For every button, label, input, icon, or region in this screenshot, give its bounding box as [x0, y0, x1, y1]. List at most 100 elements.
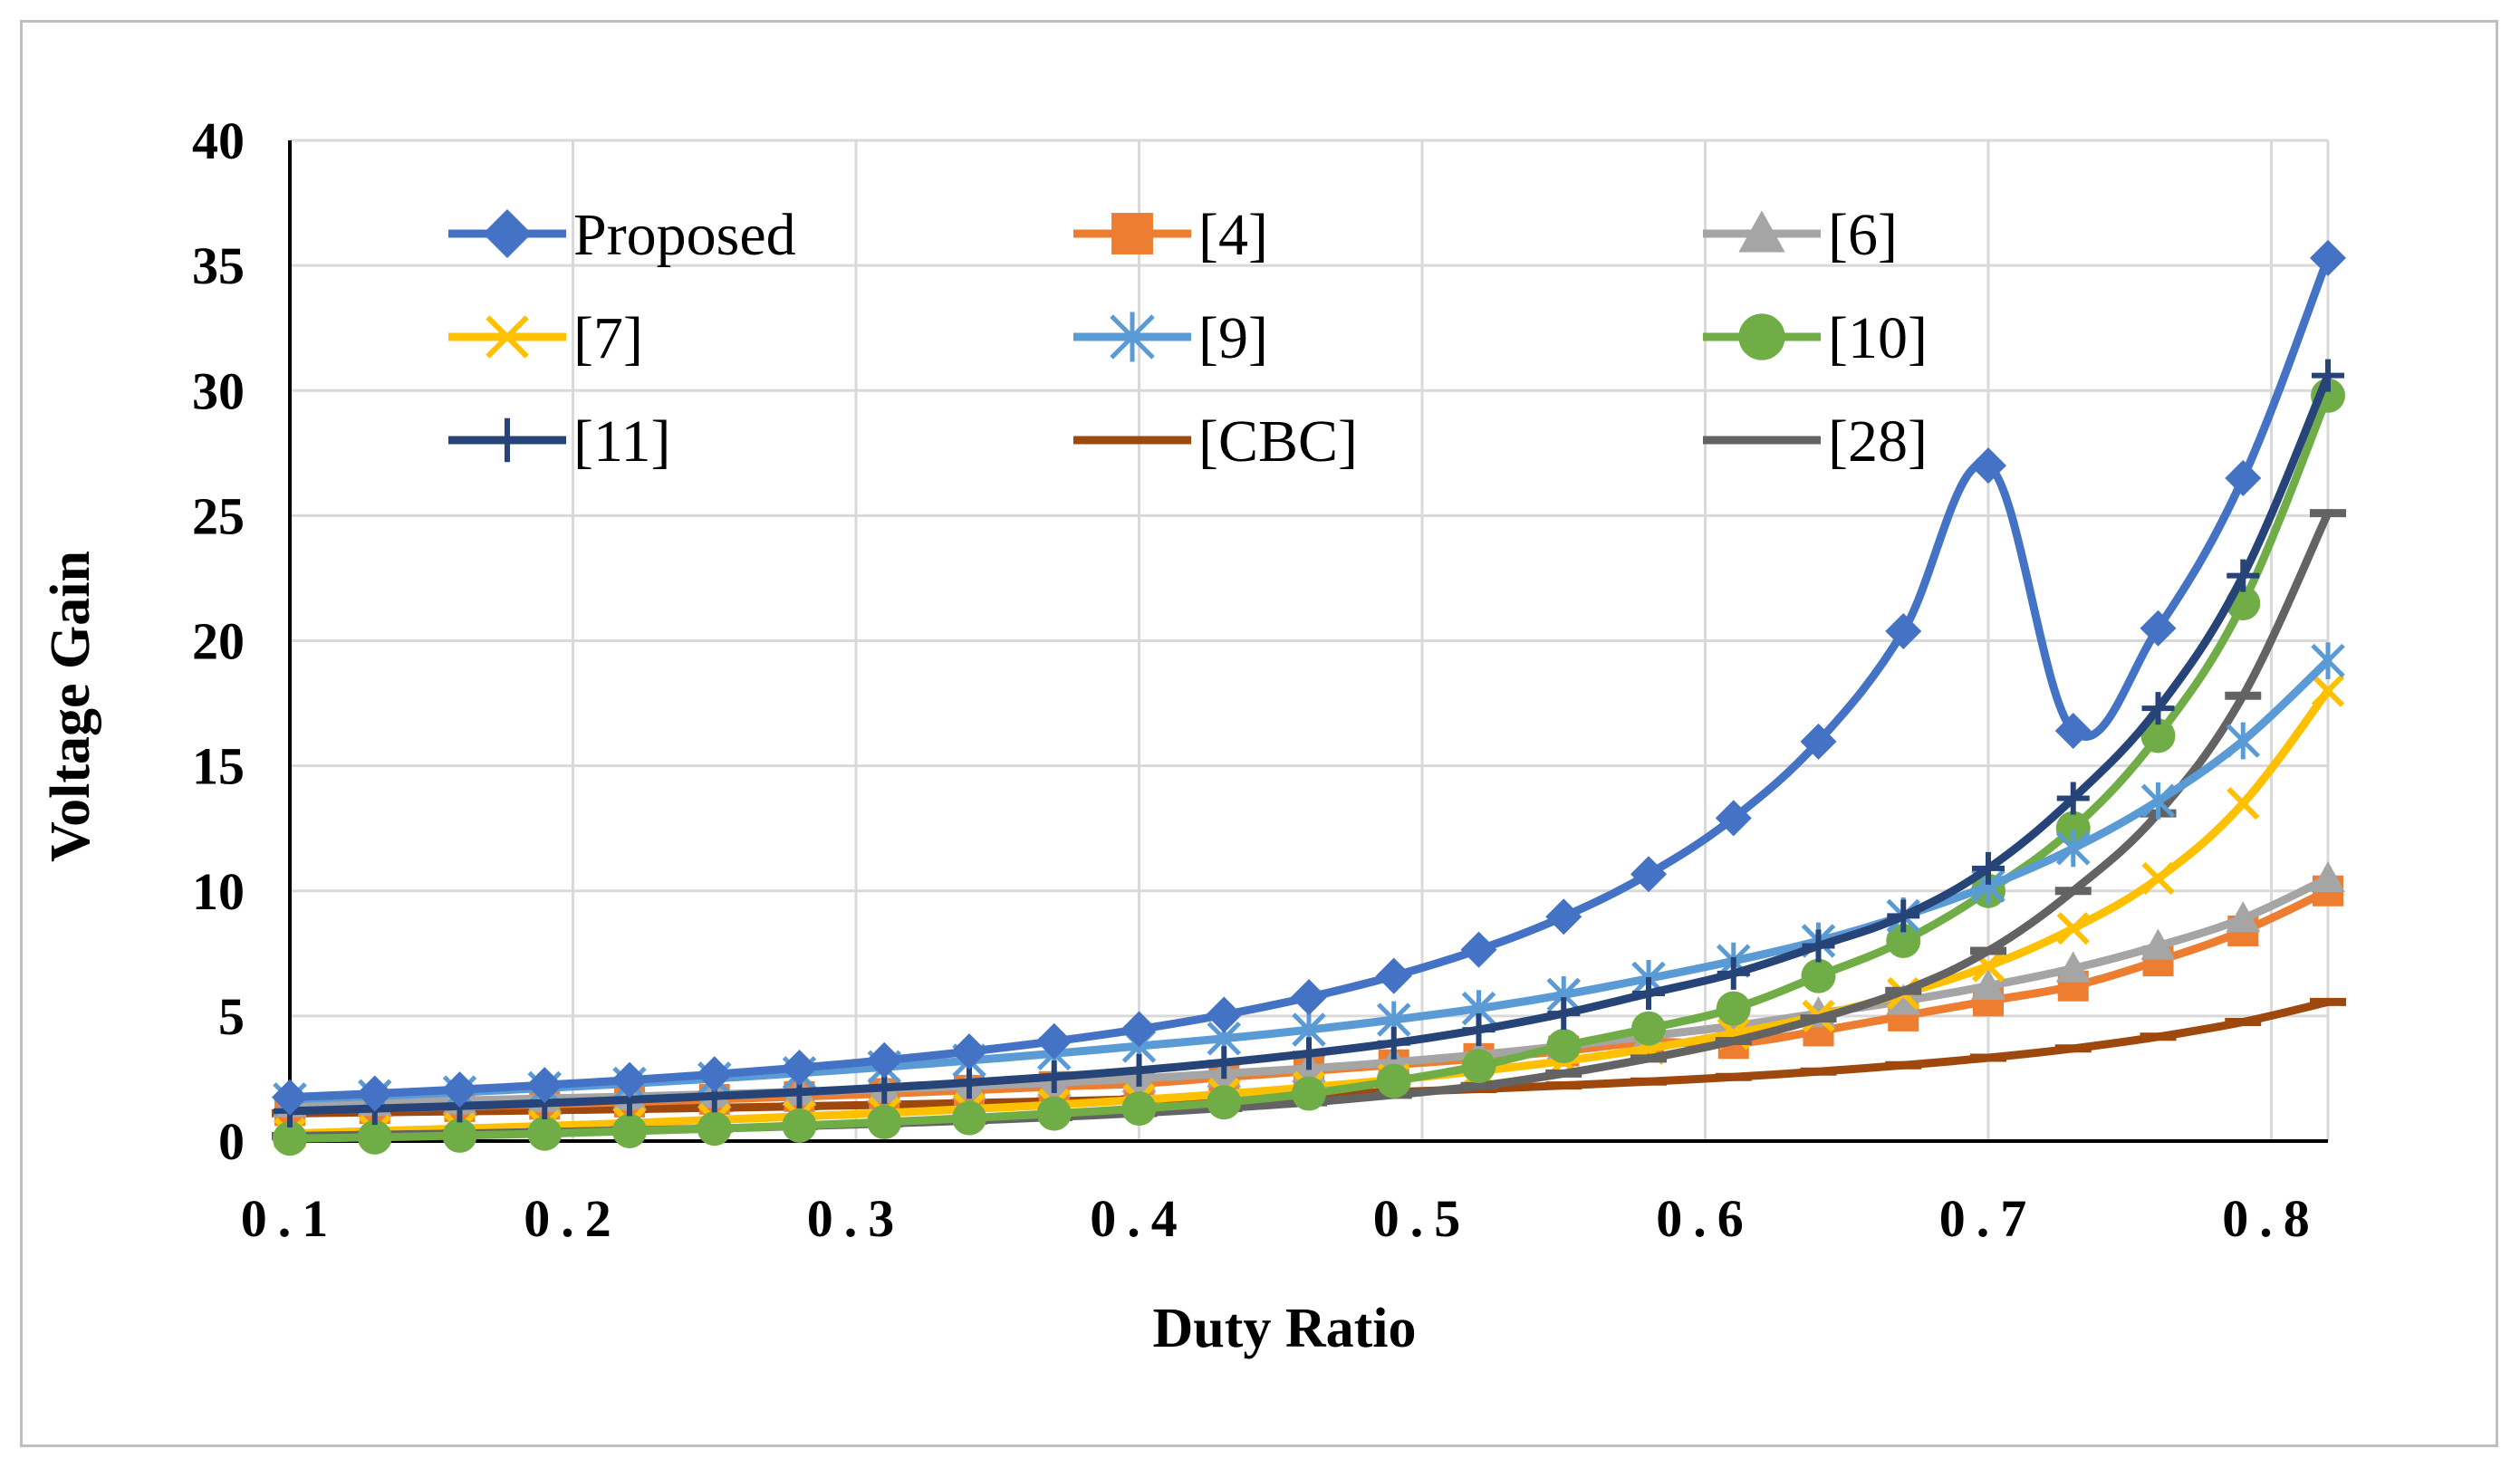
y-tick-label: 0 [218, 1112, 245, 1171]
legend-marker [1738, 210, 1785, 253]
data-point-11 [1717, 956, 1750, 990]
legend-label: Proposed [573, 202, 796, 268]
data-point-10 [952, 1100, 986, 1136]
data-point-6 [2226, 901, 2261, 933]
x-tick-label: 0.6 [1656, 1189, 1755, 1248]
data-point-11 [1972, 851, 2005, 885]
data-point-7 [2141, 861, 2175, 896]
legend-marker [1110, 312, 1155, 362]
legend-item-proposed: Proposed [448, 202, 796, 268]
data-point-proposed [2054, 712, 2092, 749]
data-point-11 [953, 1066, 986, 1099]
data-point-7 [2311, 674, 2345, 707]
y-tick-label: 25 [192, 486, 245, 545]
data-point-9 [2311, 642, 2345, 679]
data-point-proposed [1291, 979, 1327, 1016]
data-point-10 [273, 1121, 307, 1156]
data-point-proposed [611, 1061, 648, 1099]
data-point-10 [1886, 924, 1921, 958]
legend-label: [CBC] [1198, 408, 1358, 475]
series-layer [272, 239, 2346, 1156]
data-point-6 [2140, 928, 2176, 960]
legend-marker [483, 209, 532, 258]
data-point-10 [442, 1118, 477, 1153]
y-axis-title: Voltage Gain [40, 551, 101, 862]
y-tick-label: 20 [192, 612, 245, 671]
y-tick-label: 35 [192, 236, 245, 295]
data-point-10 [1036, 1096, 1072, 1131]
data-point-proposed [781, 1050, 818, 1087]
legend-item-9: [9] [1073, 305, 1268, 371]
x-tick-label: 0.5 [1373, 1189, 1472, 1248]
data-point-11 [1207, 1046, 1241, 1079]
data-point-6 [2311, 860, 2345, 893]
legend-item-11: [11] [448, 408, 671, 475]
data-point-proposed [1885, 613, 1922, 650]
data-point-10 [1631, 1011, 1666, 1046]
data-point-6 [1886, 983, 1921, 1015]
data-point-11 [2056, 782, 2090, 815]
data-point-11 [1887, 899, 1920, 933]
data-point-10 [612, 1113, 647, 1148]
legend-marker [1111, 213, 1153, 254]
data-point-10 [1207, 1085, 1242, 1120]
data-point-11 [1122, 1053, 1156, 1087]
legend-item-cbc: [CBC] [1073, 408, 1358, 475]
legend-item-10: [10] [1703, 305, 1928, 371]
data-point-proposed [1800, 723, 1837, 760]
data-point-11 [1462, 1013, 1496, 1047]
data-point-proposed [866, 1041, 903, 1079]
legend-item-4: [4] [1073, 202, 1268, 268]
data-point-10 [1716, 991, 1751, 1026]
data-point-10 [357, 1119, 392, 1155]
x-tick-label: 0.3 [807, 1189, 906, 1248]
data-point-10 [1292, 1076, 1326, 1111]
y-tick-label: 5 [218, 987, 245, 1046]
data-point-11 [1547, 997, 1581, 1031]
legend-label: [9] [1198, 305, 1268, 371]
data-point-10 [2140, 718, 2176, 753]
data-point-7 [2056, 912, 2090, 945]
data-point-10 [867, 1105, 902, 1140]
legend-item-7: [7] [448, 305, 643, 371]
x-tick-label: 0.2 [524, 1189, 622, 1248]
series-proposed [272, 239, 2346, 1116]
series-11 [274, 359, 2344, 1127]
legend-label: [11] [573, 408, 671, 475]
data-point-proposed [2310, 239, 2346, 276]
data-point-10 [1546, 1029, 1582, 1064]
data-point-6 [2055, 951, 2091, 983]
data-point-10 [1121, 1091, 1157, 1127]
y-tick-label: 10 [192, 862, 245, 921]
axis-layer: 0 5 10 15 20 25 30 35 40 0.1 0.2 0.3 0.4 0.5 0.6 0.7 0.8 [192, 111, 2328, 1248]
data-point-proposed [2225, 459, 2262, 496]
data-point-proposed [1121, 1011, 1158, 1048]
x-axis-title: Duty Ratio [1152, 1298, 1416, 1359]
legend-marker [485, 417, 530, 463]
data-point-11 [2227, 559, 2260, 592]
data-point-9 [2226, 722, 2261, 760]
data-point-proposed [696, 1056, 733, 1093]
y-tick-label: 40 [192, 111, 245, 170]
data-point-11 [1293, 1037, 1325, 1070]
x-tick-label: 0.1 [241, 1189, 340, 1248]
legend-label: [10] [1828, 305, 1928, 371]
data-point-proposed [951, 1033, 987, 1070]
legend-label: [7] [573, 305, 643, 371]
data-point-9 [2140, 782, 2176, 820]
data-point-proposed [1375, 957, 1412, 994]
data-point-11 [1377, 1026, 1410, 1060]
data-point-10 [782, 1108, 817, 1143]
legend-label: [4] [1198, 202, 1268, 268]
data-point-9 [2055, 830, 2091, 868]
data-point-proposed [1970, 447, 2006, 485]
legend-item-6: [6] [1703, 202, 1898, 268]
data-point-proposed [272, 1079, 308, 1116]
x-tick-label: 0.4 [1090, 1189, 1188, 1248]
series-10 [273, 378, 2345, 1156]
data-point-proposed [1035, 1022, 1072, 1060]
legend-marker [1738, 313, 1785, 360]
data-point-10 [1801, 958, 1836, 993]
series-line-proposed [285, 254, 2332, 1102]
